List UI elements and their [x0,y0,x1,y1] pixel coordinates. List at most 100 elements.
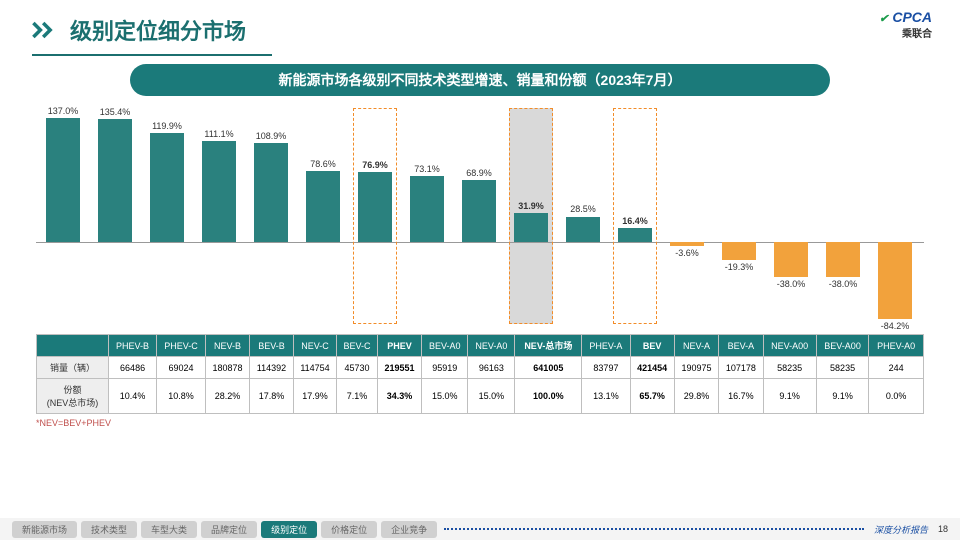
table-col-header: PHEV-A [582,335,630,357]
chevron-icon [32,19,60,41]
table-col-header: PHEV [377,335,421,357]
table-col-header: BEV [630,335,674,357]
table-col-header: NEV-B [205,335,249,357]
footnote: *NEV=BEV+PHEV [36,418,924,428]
logo: ✔ CPCA 乘联合 [879,10,932,40]
table-col-header: BEV-A0 [422,335,468,357]
bar-value-label: 119.9% [137,121,197,131]
bar-value-label: 76.9% [345,160,405,170]
bar [46,118,80,243]
bar [514,213,548,242]
table-cell: 95919 [422,357,468,379]
footer-tab[interactable]: 新能源市场 [12,521,77,538]
footer-divider [444,528,864,530]
table-cell: 100.0% [515,379,582,414]
footer-tab[interactable]: 价格定位 [321,521,377,538]
table-cell: 180878 [205,357,249,379]
bar-chart: 137.0%135.4%119.9%111.1%108.9%78.6%76.9%… [36,106,924,326]
title-underline [32,54,272,56]
bar-value-label: 28.5% [553,204,613,214]
table-col-header: NEV-A [674,335,718,357]
table-cell: 58235 [816,357,869,379]
table-col-header: NEV-C [293,335,337,357]
table-col-header: BEV-B [250,335,294,357]
table-cell: 13.1% [582,379,630,414]
footer-tab[interactable]: 车型大类 [141,521,197,538]
table-col-header: PHEV-A0 [869,335,924,357]
bar [774,242,808,277]
table-cell: 66486 [109,357,157,379]
footer-tab[interactable]: 企业竞争 [381,521,437,538]
bar-value-label: 135.4% [85,107,145,117]
table-cell: 0.0% [869,379,924,414]
table-cell: 114754 [293,357,337,379]
table-cell: 58235 [763,357,816,379]
table-col-header: BEV-C [337,335,378,357]
chart-container: 137.0%135.4%119.9%111.1%108.9%78.6%76.9%… [36,106,924,326]
bar-value-label: 137.0% [33,106,93,116]
table-col-header: NEV-A00 [763,335,816,357]
table-cell: 17.8% [250,379,294,414]
footer-tab[interactable]: 级别定位 [261,521,317,538]
bar [722,242,756,260]
table-cell: 15.0% [422,379,468,414]
table-col-header: PHEV-B [109,335,157,357]
bar-value-label: -38.0% [813,279,873,289]
page-title: 级别定位细分市场 [70,14,246,46]
data-table: PHEV-BPHEV-CNEV-BBEV-BNEV-CBEV-CPHEVBEV-… [36,334,924,414]
bar [618,228,652,243]
table-col-header: PHEV-C [157,335,206,357]
table-col-header: BEV-A [719,335,763,357]
header: 级别定位细分市场 [0,0,960,54]
bar [98,119,132,242]
bar [202,141,236,242]
page-number: 18 [938,524,948,534]
table-cell: 83797 [582,357,630,379]
table-corner [37,335,109,357]
table-cell: 16.7% [719,379,763,414]
table-cell: 29.8% [674,379,718,414]
table-cell: 107178 [719,357,763,379]
bar-value-label: 16.4% [605,216,665,226]
footer: 新能源市场技术类型车型大类品牌定位级别定位价格定位企业竞争 深度分析报告 18 [0,518,960,540]
bar [566,217,600,243]
table-col-header: BEV-A00 [816,335,869,357]
table-cell: 65.7% [630,379,674,414]
table-col-header: NEV-总市场 [515,335,582,357]
bar [150,133,184,242]
table-cell: 9.1% [816,379,869,414]
table-cell: 114392 [250,357,294,379]
bar [410,176,444,242]
table-cell: 10.4% [109,379,157,414]
table-cell: 96163 [468,357,515,379]
footer-tabs: 新能源市场技术类型车型大类品牌定位级别定位价格定位企业竞争 [12,521,437,538]
table-cell: 9.1% [763,379,816,414]
bar-value-label: -38.0% [761,279,821,289]
table-cell: 219551 [377,357,421,379]
table-cell: 421454 [630,357,674,379]
bar-value-label: 73.1% [397,164,457,174]
bar [462,180,496,243]
bar-value-label: -19.3% [709,262,769,272]
table-cell: 244 [869,357,924,379]
bar-value-label: -84.2% [865,321,925,331]
bar [878,242,912,319]
footer-label: 深度分析报告 [874,523,928,536]
footer-tab[interactable]: 技术类型 [81,521,137,538]
table-cell: 7.1% [337,379,378,414]
bar [358,172,392,242]
table-cell: 10.8% [157,379,206,414]
footer-tab[interactable]: 品牌定位 [201,521,257,538]
bar-value-label: -3.6% [657,248,717,258]
bar-value-label: 68.9% [449,168,509,178]
table-cell: 69024 [157,357,206,379]
bar [254,143,288,242]
table-cell: 17.9% [293,379,337,414]
table-row-header: 份额 (NEV总市场) [37,379,109,414]
bar [306,171,340,242]
bar-value-label: 78.6% [293,159,353,169]
table-cell: 190975 [674,357,718,379]
bar-value-label: 31.9% [501,201,561,211]
table-row-header: 销量（辆） [37,357,109,379]
table-cell: 641005 [515,357,582,379]
